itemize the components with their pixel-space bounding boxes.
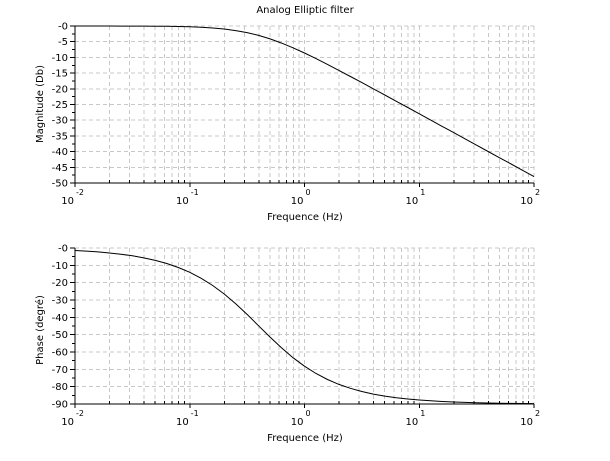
x-tick-label-exponent: -1 xyxy=(191,409,199,418)
y-tick-label: -30 xyxy=(52,296,68,307)
y-tick-label: -20 xyxy=(52,278,68,289)
y-tick-label: -40 xyxy=(52,313,68,324)
x-tick-label-base: 10 xyxy=(176,196,189,207)
y-tick-label: -70 xyxy=(52,365,68,376)
magnitude-curve xyxy=(75,25,535,178)
frequency-axis-label-top: Frequence (Hz) xyxy=(267,212,343,223)
y-tick-label: -40 xyxy=(52,147,68,158)
y-tick-label: -0 xyxy=(58,244,68,255)
y-tick-label: -0 xyxy=(58,22,68,33)
x-tick-label-base: 10 xyxy=(291,417,304,428)
y-tick-label: -10 xyxy=(52,53,68,64)
y-tick-label: -60 xyxy=(52,348,68,359)
x-tick-label-base: 10 xyxy=(61,417,74,428)
y-tick-label: -35 xyxy=(52,131,68,142)
x-tick-label-base: 10 xyxy=(406,417,419,428)
frequency-axis-label-bottom: Frequence (Hz) xyxy=(267,433,343,444)
y-tick-label: -5 xyxy=(58,37,68,48)
y-tick-label: -15 xyxy=(52,69,68,80)
x-tick-label-base: 10 xyxy=(291,196,304,207)
y-tick-label: -50 xyxy=(52,179,68,190)
x-tick-label-exponent: 2 xyxy=(535,409,540,418)
x-tick-label-exponent: 0 xyxy=(306,409,311,418)
y-tick-label: -30 xyxy=(52,116,68,127)
phase-curve xyxy=(74,250,535,405)
x-tick-label-base: 10 xyxy=(520,196,533,207)
x-tick-label-exponent: -1 xyxy=(191,188,199,197)
y-tick-label: -50 xyxy=(52,330,68,341)
x-tick-label-exponent: -2 xyxy=(76,409,84,418)
x-tick-label-exponent: 1 xyxy=(420,409,425,418)
y-tick-label: -90 xyxy=(52,400,68,411)
x-tick-label-base: 10 xyxy=(61,196,74,207)
x-tick-label-exponent: -2 xyxy=(76,188,84,197)
y-tick-label: -80 xyxy=(52,382,68,393)
x-tick-label-exponent: 1 xyxy=(420,188,425,197)
magnitude-axis-label: Magnitude (Db) xyxy=(35,65,46,144)
x-tick-label-base: 10 xyxy=(176,417,189,428)
phase-axis-label: Phase (degré) xyxy=(35,295,46,365)
y-tick-label: -25 xyxy=(52,100,68,111)
x-tick-label-base: 10 xyxy=(406,196,419,207)
x-tick-label-exponent: 2 xyxy=(535,188,540,197)
y-tick-label: -10 xyxy=(52,261,68,272)
y-tick-label: -45 xyxy=(52,163,68,174)
x-tick-label-base: 10 xyxy=(520,417,533,428)
y-tick-label: -20 xyxy=(52,84,68,95)
chart-title: Analog Elliptic filter xyxy=(256,5,354,16)
x-tick-label-exponent: 0 xyxy=(306,188,311,197)
